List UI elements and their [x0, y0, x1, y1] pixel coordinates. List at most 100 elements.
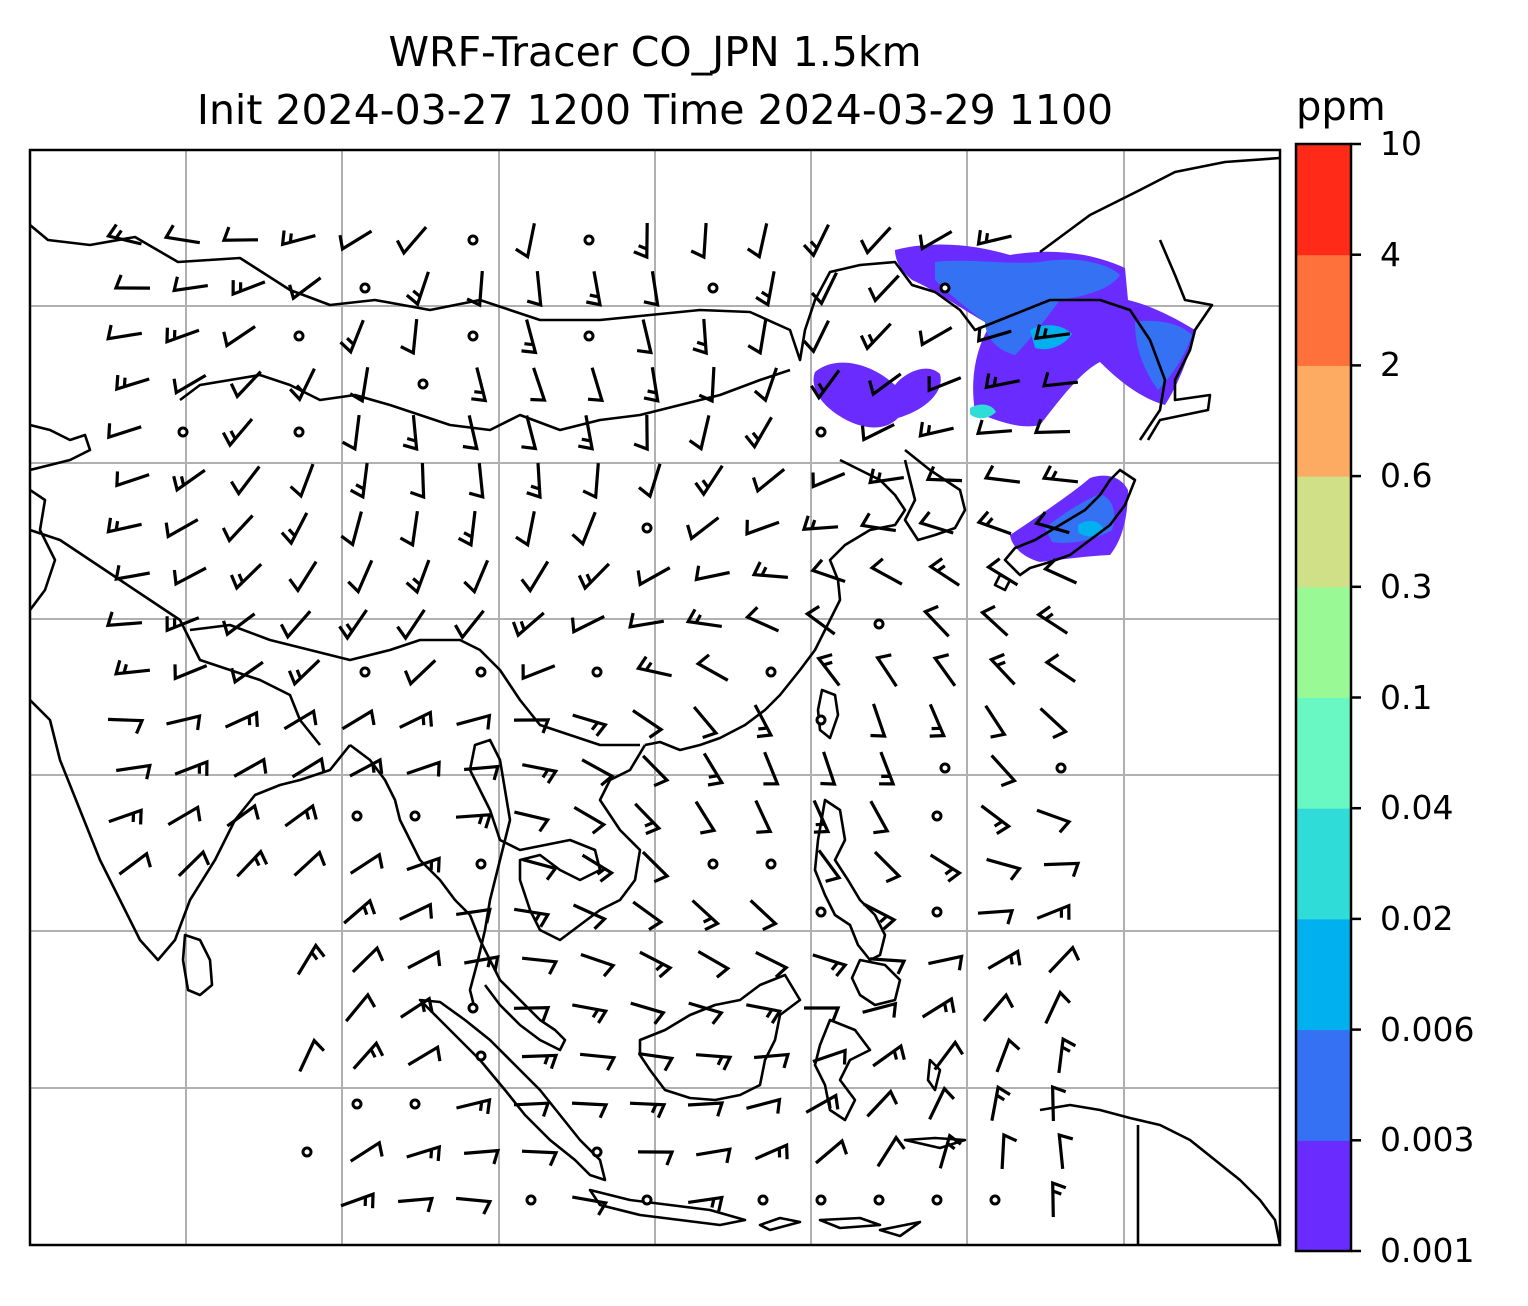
- wind-barb: [812, 799, 831, 834]
- calm-circle: [525, 1194, 537, 1206]
- wind-barb: [338, 609, 368, 641]
- wind-barb: [630, 1001, 667, 1025]
- wind-barb: [455, 813, 493, 829]
- wind-barb: [976, 326, 1012, 343]
- colorbar-tick-label: 0.02: [1380, 898, 1454, 938]
- wind-barb: [406, 856, 441, 873]
- wind-barb: [572, 1003, 609, 1024]
- wind-barb: [468, 462, 485, 500]
- wind-barb: [686, 516, 720, 542]
- wind-barb: [463, 559, 490, 595]
- wind-barb: [222, 325, 256, 349]
- wind-barb: [115, 374, 150, 392]
- wind-barb: [106, 324, 143, 341]
- colorbar: [1294, 142, 1361, 1253]
- mindanao: [850, 958, 902, 1007]
- calm-circle: [815, 714, 827, 726]
- wind-barb: [471, 367, 488, 403]
- wind-barb: [405, 559, 431, 595]
- wind-barb: [287, 659, 321, 687]
- wind-barb: [918, 326, 953, 348]
- wind-barb: [802, 223, 830, 259]
- wind-barb: [231, 280, 266, 297]
- wind-barb: [810, 558, 846, 584]
- wind-barb: [521, 1053, 559, 1070]
- wind-barb: [339, 319, 365, 355]
- colorbar-unit-label: ppm: [1296, 84, 1386, 130]
- wind-barb: [221, 226, 259, 242]
- wind-barb: [340, 1191, 375, 1209]
- calm-circle: [815, 426, 827, 438]
- wind-barb: [755, 271, 776, 308]
- wind-barb: [407, 949, 442, 970]
- wind-barb: [402, 414, 419, 452]
- wind-barb: [522, 858, 559, 881]
- wind-barb: [869, 800, 890, 835]
- wind-barb: [928, 954, 964, 971]
- wind-barb: [172, 374, 207, 396]
- wind-barb: [582, 462, 600, 500]
- wind-barb: [1042, 558, 1078, 585]
- wind-barb: [805, 1093, 840, 1114]
- colorbar-segment: [1296, 254, 1351, 366]
- wind-barb: [221, 514, 254, 544]
- wind-barb: [406, 1144, 442, 1162]
- wind-barb: [230, 660, 264, 685]
- wind-barb: [860, 423, 895, 442]
- calm-circle: [467, 1002, 479, 1014]
- wind-barb: [172, 468, 206, 493]
- wind-barb: [636, 319, 653, 355]
- sakhalin-and-coast: [1146, 239, 1214, 441]
- wind-barb: [688, 415, 711, 452]
- wind-barb: [521, 415, 538, 451]
- wind-barb: [587, 367, 605, 403]
- wind-barb: [985, 557, 1019, 587]
- wind-barb: [341, 708, 376, 731]
- wind-barb: [873, 850, 902, 884]
- wind-barb: [635, 655, 672, 678]
- wind-barb: [634, 802, 662, 836]
- calm-circle: [409, 810, 421, 822]
- calm-circle: [351, 810, 363, 822]
- wind-barb: [804, 1006, 841, 1022]
- wind-barb: [812, 1048, 847, 1065]
- calm-circle: [989, 1194, 1001, 1206]
- colorbar-tick-label: 0.006: [1380, 1009, 1475, 1049]
- wind-barb: [763, 751, 780, 786]
- wind-barb: [403, 659, 437, 687]
- wind-barb: [521, 1149, 559, 1167]
- wind-barb: [643, 270, 660, 307]
- wind-barb: [1057, 1036, 1077, 1074]
- wind-barb: [698, 366, 716, 404]
- wind-barb: [580, 952, 616, 978]
- wind-barb: [1033, 324, 1071, 341]
- wind-barb: [164, 518, 199, 539]
- wind-barb: [1041, 371, 1079, 388]
- wind-barb: [817, 849, 842, 883]
- wind-barb: [695, 1053, 733, 1071]
- wind-barb: [754, 1142, 789, 1161]
- wind-barb: [456, 713, 492, 730]
- wind-barb: [755, 950, 789, 979]
- wind-barb: [1036, 903, 1071, 920]
- wind-barb: [229, 370, 262, 400]
- wind-barb: [230, 465, 261, 497]
- wind-barb: [984, 704, 1007, 739]
- wind-barb: [929, 853, 963, 883]
- wind-barb: [513, 1101, 551, 1118]
- northeast-asia-coast: [1039, 156, 1280, 254]
- wind-barb: [349, 366, 370, 404]
- wind-barb: [280, 512, 309, 546]
- wind-barb: [628, 612, 665, 629]
- wind-barb: [407, 1044, 442, 1067]
- wind-barb: [979, 604, 1009, 637]
- wind-barb: [344, 992, 377, 1023]
- wind-barb: [514, 222, 536, 260]
- wind-barb: [687, 1195, 724, 1212]
- wind-barb: [976, 229, 1012, 246]
- wind-barb: [521, 763, 559, 784]
- wind-barb: [1035, 605, 1069, 635]
- wind-barb: [298, 1037, 326, 1073]
- wind-barb: [454, 609, 485, 641]
